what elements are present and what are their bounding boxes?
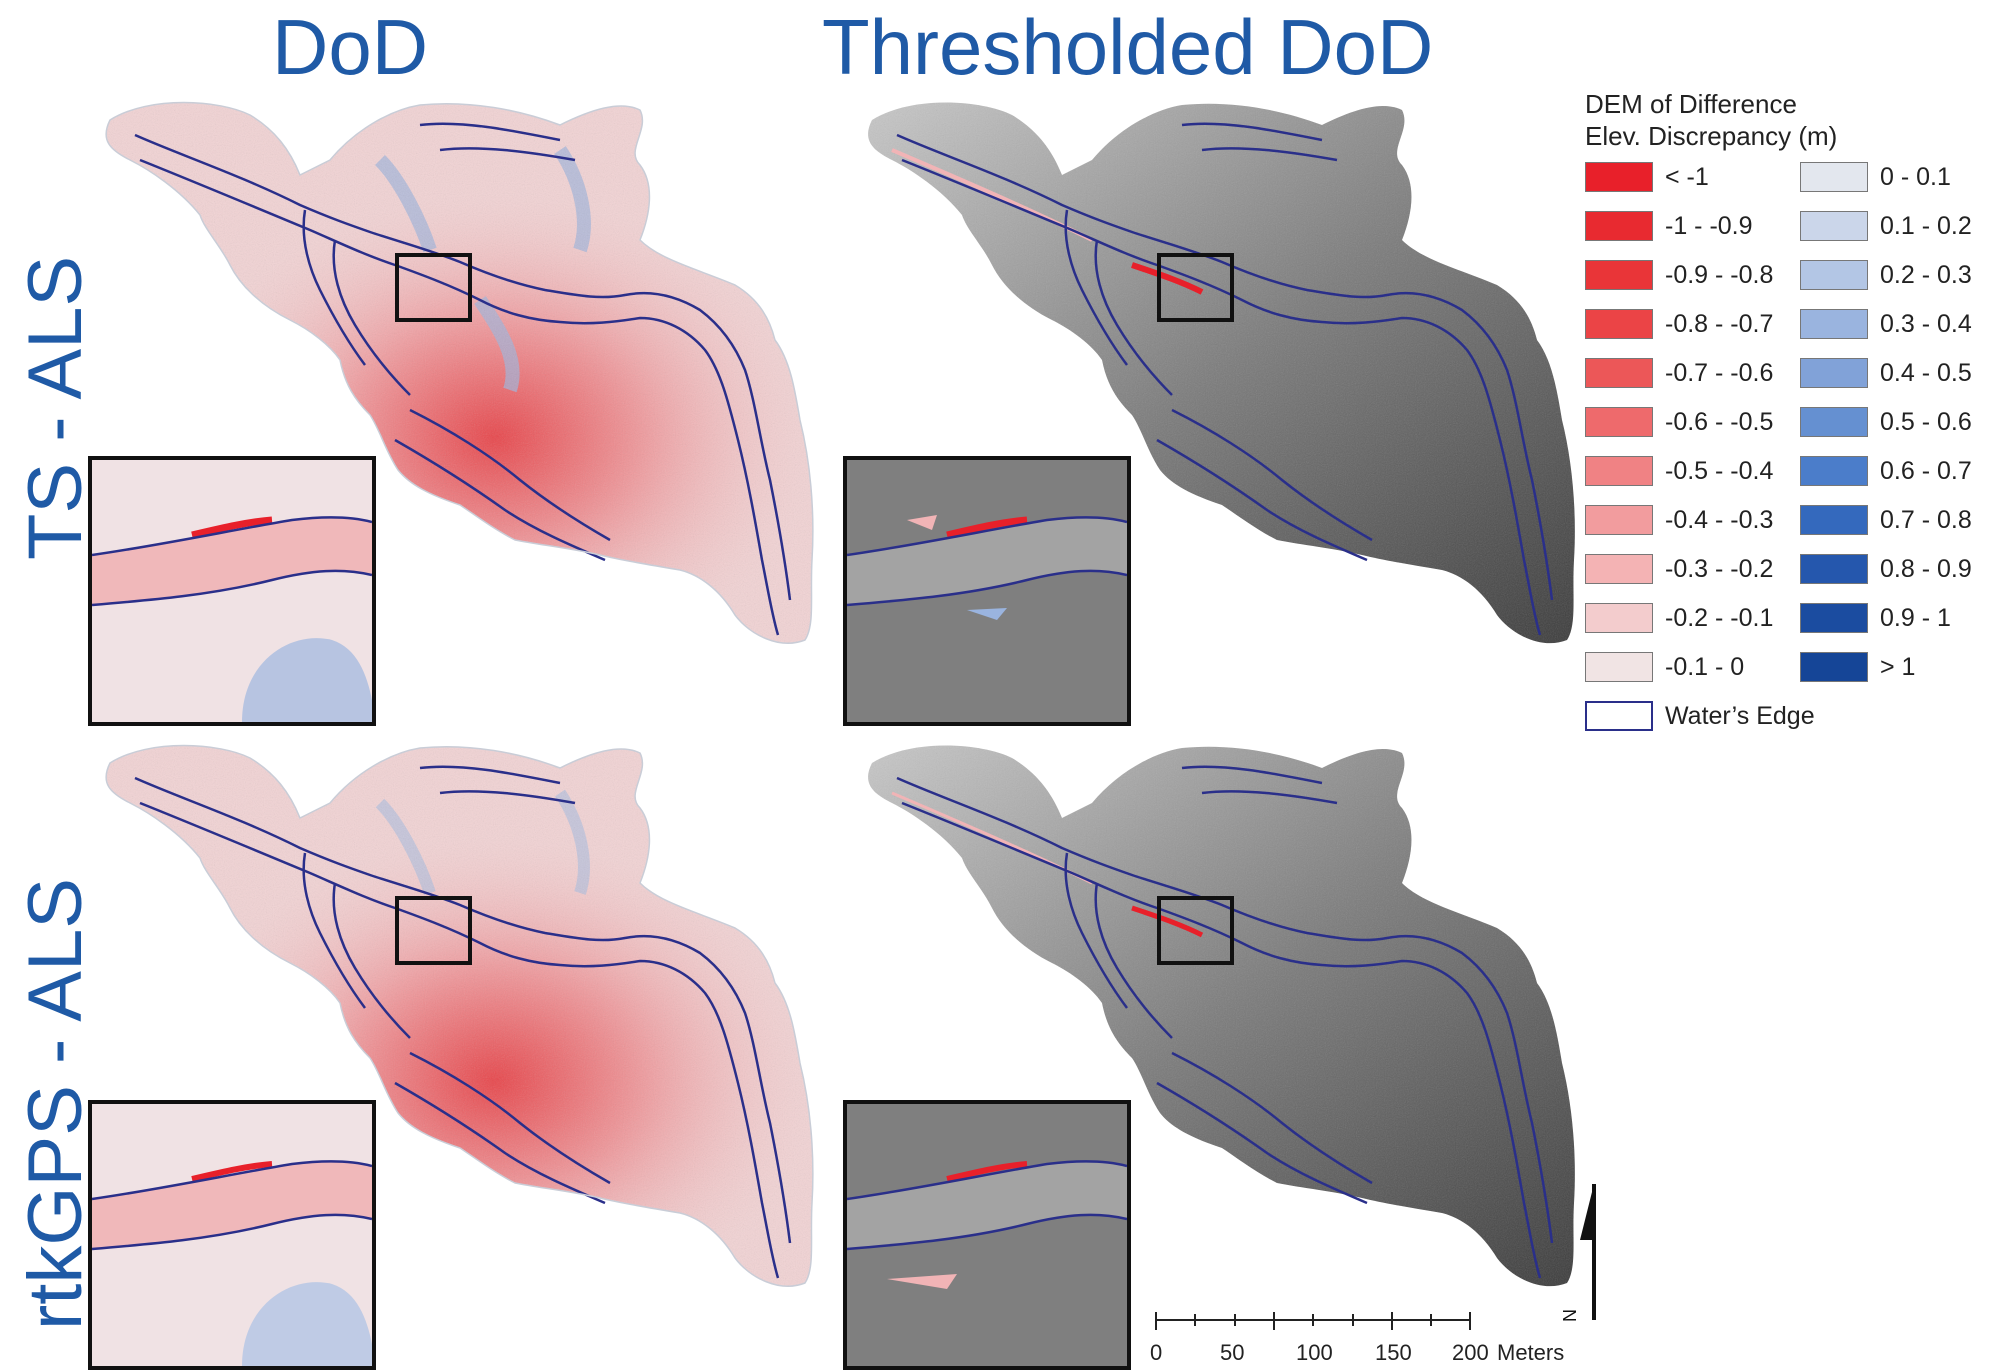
legend-item: -0.9 - -0.8 bbox=[1585, 260, 1785, 294]
north-arrow: N bbox=[1560, 1180, 1602, 1330]
legend-item: 0.5 - 0.6 bbox=[1800, 407, 2000, 441]
legend-item: -1 - -0.9 bbox=[1585, 211, 1785, 245]
legend-item: 0.2 - 0.3 bbox=[1800, 260, 2000, 294]
legend-swatch-water-edge bbox=[1585, 701, 1653, 731]
legend-item: -0.1 - 0 bbox=[1585, 652, 1785, 686]
legend-swatch bbox=[1800, 358, 1868, 388]
legend-swatch bbox=[1800, 652, 1868, 682]
legend-label: 0.5 - 0.6 bbox=[1880, 408, 1972, 436]
legend-item: -0.2 - -0.1 bbox=[1585, 603, 1785, 637]
legend-label: 0.3 - 0.4 bbox=[1880, 310, 1972, 338]
legend-swatch bbox=[1800, 603, 1868, 633]
legend-label: 0 - 0.1 bbox=[1880, 163, 1951, 191]
legend-item: -0.5 - -0.4 bbox=[1585, 456, 1785, 490]
legend-swatch bbox=[1800, 456, 1868, 486]
legend-label: 0.1 - 0.2 bbox=[1880, 212, 1972, 240]
legend-label: -0.9 - -0.8 bbox=[1665, 261, 1774, 289]
legend-swatch bbox=[1800, 162, 1868, 192]
legend-label: 0.8 - 0.9 bbox=[1880, 555, 1972, 583]
legend-swatch bbox=[1585, 456, 1653, 486]
legend-item: 0.7 - 0.8 bbox=[1800, 505, 2000, 539]
map-dod-rtkgps-als bbox=[105, 744, 814, 1287]
legend-item: 0 - 0.1 bbox=[1800, 162, 2000, 196]
inset-thresholded-ts-als bbox=[843, 456, 1131, 726]
legend-label: 0.7 - 0.8 bbox=[1880, 506, 1972, 534]
inset-locator-box bbox=[395, 253, 472, 322]
legend-label: 0.6 - 0.7 bbox=[1880, 457, 1972, 485]
legend-swatch bbox=[1800, 554, 1868, 584]
legend-swatch bbox=[1585, 407, 1653, 437]
north-label: N bbox=[1560, 1309, 1580, 1322]
legend-item: < -1 bbox=[1585, 162, 1785, 196]
legend-swatch bbox=[1585, 652, 1653, 682]
legend-label: -0.6 - -0.5 bbox=[1665, 408, 1774, 436]
legend-item: 0.4 - 0.5 bbox=[1800, 358, 2000, 392]
legend-item-water-edge: Water’s Edge bbox=[1585, 701, 1815, 735]
scale-unit-label: Meters bbox=[1497, 1340, 1565, 1365]
legend-label: > 1 bbox=[1880, 653, 1916, 681]
legend-label: 0.4 - 0.5 bbox=[1880, 359, 1972, 387]
scale-bar: 0 50 100 150 200 Meters bbox=[1150, 1310, 1489, 1365]
legend-label: -0.2 - -0.1 bbox=[1665, 604, 1774, 632]
legend-swatch bbox=[1585, 603, 1653, 633]
inset-locator-box bbox=[395, 896, 472, 965]
legend: DEM of Difference Elev. Discrepancy (m) … bbox=[1585, 88, 1995, 731]
scale-tick-100: 100 bbox=[1296, 1340, 1333, 1365]
column-title-dod: DoD bbox=[272, 3, 429, 91]
column-title-thresholded-dod: Thresholded DoD bbox=[822, 3, 1434, 91]
legend-swatch bbox=[1800, 260, 1868, 290]
inset-dod-ts-als bbox=[88, 456, 376, 726]
map-thresholded-rtkgps-als bbox=[868, 745, 1575, 1287]
legend-swatch bbox=[1585, 260, 1653, 290]
legend-label-water-edge: Water’s Edge bbox=[1665, 702, 1815, 730]
legend-swatch bbox=[1585, 505, 1653, 535]
legend-title-line1: DEM of Difference bbox=[1585, 89, 1797, 119]
legend-item: 0.1 - 0.2 bbox=[1800, 211, 2000, 245]
inset-locator-box bbox=[1157, 253, 1234, 322]
legend-swatch bbox=[1800, 505, 1868, 535]
legend-label: < -1 bbox=[1665, 163, 1709, 191]
legend-label: 0.2 - 0.3 bbox=[1880, 261, 1972, 289]
legend-label: -1 - -0.9 bbox=[1665, 212, 1753, 240]
map-thresholded-ts-als bbox=[868, 102, 1575, 644]
north-arrow-icon bbox=[1580, 1184, 1596, 1320]
inset-dod-rtkgps-als bbox=[88, 1100, 376, 1370]
legend-label: -0.1 - 0 bbox=[1665, 653, 1745, 681]
legend-swatch bbox=[1585, 358, 1653, 388]
legend-label: -0.4 - -0.3 bbox=[1665, 506, 1774, 534]
scale-tick-200: 200 bbox=[1452, 1340, 1489, 1365]
scale-tick-150: 150 bbox=[1375, 1340, 1412, 1365]
legend-swatch bbox=[1585, 162, 1653, 192]
legend-item: -0.4 - -0.3 bbox=[1585, 505, 1785, 539]
legend-swatch bbox=[1800, 211, 1868, 241]
legend-item: 0.3 - 0.4 bbox=[1800, 309, 2000, 343]
legend-label: -0.7 - -0.6 bbox=[1665, 359, 1774, 387]
legend-item: 0.9 - 1 bbox=[1800, 603, 2000, 637]
legend-swatch bbox=[1585, 211, 1653, 241]
legend-item: 0.8 - 0.9 bbox=[1800, 554, 2000, 588]
scale-tick-0: 0 bbox=[1150, 1340, 1163, 1365]
legend-swatch bbox=[1800, 407, 1868, 437]
legend-swatch bbox=[1585, 309, 1653, 339]
legend-item: 0.6 - 0.7 bbox=[1800, 456, 2000, 490]
legend-label: -0.8 - -0.7 bbox=[1665, 310, 1774, 338]
legend-item: -0.7 - -0.6 bbox=[1585, 358, 1785, 392]
legend-item: -0.6 - -0.5 bbox=[1585, 407, 1785, 441]
legend-item: -0.8 - -0.7 bbox=[1585, 309, 1785, 343]
legend-label: 0.9 - 1 bbox=[1880, 604, 1951, 632]
legend-item: -0.3 - -0.2 bbox=[1585, 554, 1785, 588]
map-dod-ts-als bbox=[105, 101, 814, 644]
legend-title-line2: Elev. Discrepancy (m) bbox=[1585, 121, 1838, 151]
legend-swatch bbox=[1585, 554, 1653, 584]
legend-item: > 1 bbox=[1800, 652, 2000, 686]
legend-label: -0.3 - -0.2 bbox=[1665, 555, 1774, 583]
inset-locator-box bbox=[1157, 896, 1234, 965]
legend-swatch bbox=[1800, 309, 1868, 339]
scale-tick-50: 50 bbox=[1220, 1340, 1245, 1365]
legend-label: -0.5 - -0.4 bbox=[1665, 457, 1774, 485]
inset-thresholded-rtkgps-als bbox=[843, 1100, 1131, 1370]
